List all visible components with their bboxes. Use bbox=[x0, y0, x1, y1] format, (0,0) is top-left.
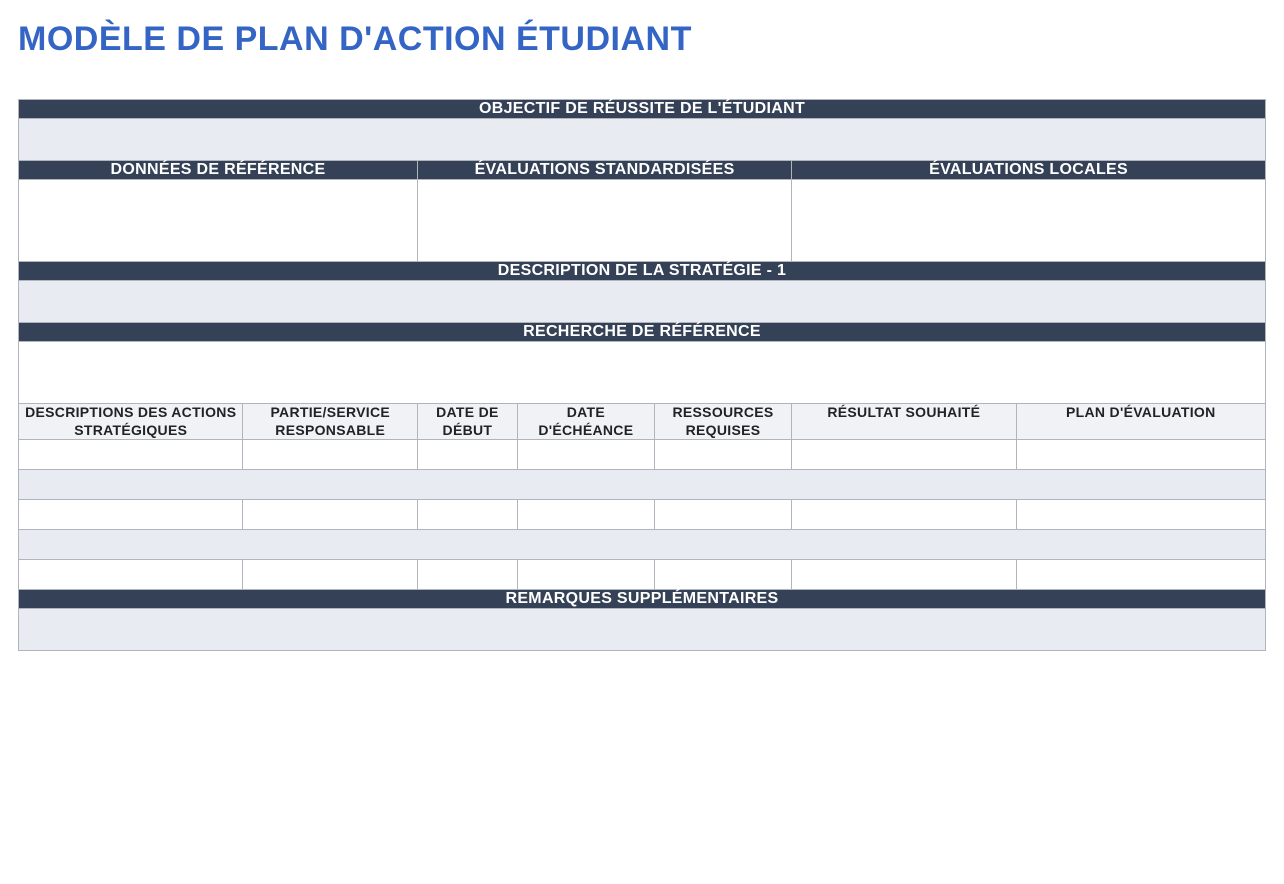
cell-start[interactable] bbox=[418, 440, 518, 470]
objective-value[interactable] bbox=[19, 119, 1266, 161]
standardized-eval-value[interactable] bbox=[418, 180, 792, 262]
cell-resources[interactable] bbox=[654, 560, 791, 590]
cell-start[interactable] bbox=[418, 560, 518, 590]
col-header-resources: RESSOURCES REQUISES bbox=[654, 404, 791, 440]
strategy-header: DESCRIPTION DE LA STRATÉGIE - 1 bbox=[19, 262, 1266, 281]
baseline-data-header: DONNÉES DE RÉFÉRENCE bbox=[19, 161, 418, 180]
cell-result[interactable] bbox=[792, 560, 1016, 590]
cell-result[interactable] bbox=[792, 500, 1016, 530]
baseline-data-value[interactable] bbox=[19, 180, 418, 262]
objective-header: OBJECTIF DE RÉUSSITE DE L'ÉTUDIANT bbox=[19, 100, 1266, 119]
action-row bbox=[19, 500, 1266, 530]
col-header-responsible: PARTIE/SERVICE RESPONSABLE bbox=[243, 404, 418, 440]
cell-description[interactable] bbox=[19, 500, 243, 530]
cell-resources[interactable] bbox=[654, 500, 791, 530]
cell-description[interactable] bbox=[19, 560, 243, 590]
spacer-row bbox=[19, 530, 1266, 560]
local-eval-value[interactable] bbox=[792, 180, 1266, 262]
cell-plan[interactable] bbox=[1016, 500, 1265, 530]
col-header-due-date: DATE D'ÉCHÉANCE bbox=[517, 404, 654, 440]
research-value[interactable] bbox=[19, 342, 1266, 404]
standardized-eval-header: ÉVALUATIONS STANDARDISÉES bbox=[418, 161, 792, 180]
cell-resources[interactable] bbox=[654, 440, 791, 470]
notes-value[interactable] bbox=[19, 609, 1266, 651]
col-header-result: RÉSULTAT SOUHAITÉ bbox=[792, 404, 1016, 440]
strategy-value[interactable] bbox=[19, 281, 1266, 323]
research-header: RECHERCHE DE RÉFÉRENCE bbox=[19, 323, 1266, 342]
spacer-row bbox=[19, 470, 1266, 500]
cell-due[interactable] bbox=[517, 440, 654, 470]
cell-start[interactable] bbox=[418, 500, 518, 530]
col-header-eval-plan: PLAN D'ÉVALUATION bbox=[1016, 404, 1265, 440]
cell-due[interactable] bbox=[517, 560, 654, 590]
notes-header: REMARQUES SUPPLÉMENTAIRES bbox=[19, 590, 1266, 609]
cell-description[interactable] bbox=[19, 440, 243, 470]
col-header-start-date: DATE DE DÉBUT bbox=[418, 404, 518, 440]
cell-plan[interactable] bbox=[1016, 440, 1265, 470]
cell-due[interactable] bbox=[517, 500, 654, 530]
local-eval-header: ÉVALUATIONS LOCALES bbox=[792, 161, 1266, 180]
col-header-descriptions: DESCRIPTIONS DES ACTIONS STRATÉGIQUES bbox=[19, 404, 243, 440]
plan-table: OBJECTIF DE RÉUSSITE DE L'ÉTUDIANT DONNÉ… bbox=[18, 99, 1266, 651]
cell-responsible[interactable] bbox=[243, 560, 418, 590]
cell-plan[interactable] bbox=[1016, 560, 1265, 590]
action-row bbox=[19, 440, 1266, 470]
page-title: MODÈLE DE PLAN D'ACTION ÉTUDIANT bbox=[18, 20, 1266, 59]
cell-responsible[interactable] bbox=[243, 500, 418, 530]
action-row bbox=[19, 560, 1266, 590]
cell-responsible[interactable] bbox=[243, 440, 418, 470]
cell-result[interactable] bbox=[792, 440, 1016, 470]
